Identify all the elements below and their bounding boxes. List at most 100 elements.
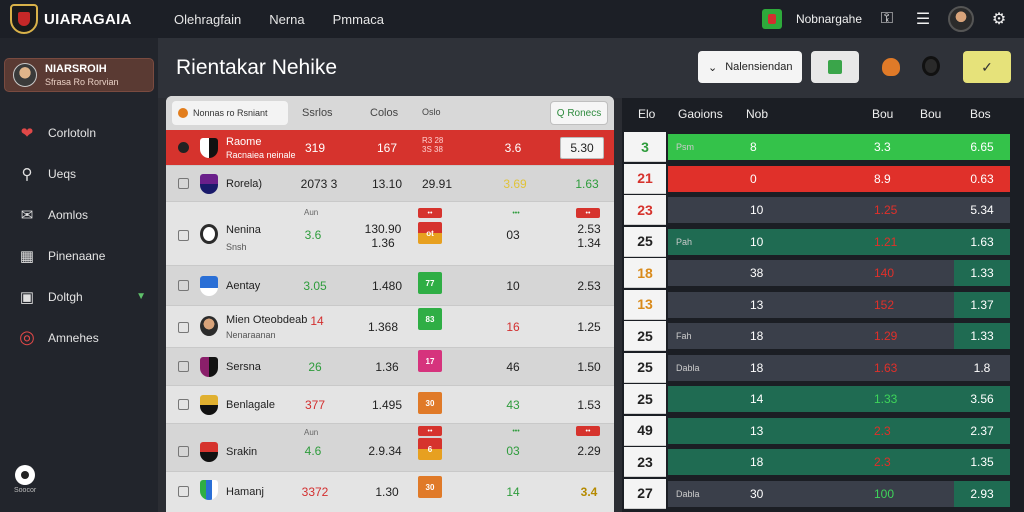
sidebar-item-2[interactable]: ⚲ Ueqs <box>0 153 158 194</box>
row-checkbox[interactable] <box>178 322 189 333</box>
column-header[interactable]: Elo <box>638 107 656 121</box>
sidebar-item-label: Aomlos <box>48 207 89 222</box>
table-row[interactable]: Rorela) 2073 3 13.10 29.91 3.69 1.63 <box>166 166 614 202</box>
filter-button[interactable]: Q Ronecs <box>550 101 608 125</box>
profile-card[interactable]: NIARSROIH Sfrasa Ro Rorvian <box>4 58 154 92</box>
row-radio[interactable] <box>178 142 189 153</box>
header-dropdown[interactable]: ⌄ Nalensiendan <box>698 51 802 83</box>
column-header[interactable]: Nob <box>746 107 769 121</box>
sidebar-item-1[interactable]: ❤ Corlotoln <box>0 112 158 153</box>
rank-number: 13 <box>624 289 666 320</box>
tiger-icon[interactable] <box>882 58 900 76</box>
nav-item-3[interactable]: Pmmaca <box>332 11 384 27</box>
table-row[interactable]: Sersna 26 1.36 17 46 1.50 <box>166 348 614 386</box>
sidebar-item-3[interactable]: ✉ Aomlos <box>0 194 158 235</box>
soccer-ball-button[interactable]: Soocor <box>14 465 36 494</box>
row-checkbox[interactable] <box>178 178 189 189</box>
filter-icon[interactable]: ☰ <box>915 11 931 28</box>
green-action-button[interactable] <box>811 51 859 83</box>
sidebar-item-4[interactable]: ▦ Pinenaane <box>0 235 158 276</box>
cell-value: 1.36 <box>375 360 399 374</box>
avatar[interactable] <box>948 6 974 32</box>
column-header[interactable]: Bou <box>872 107 894 121</box>
team-name: Srakin <box>226 446 258 458</box>
col-value-a: 18 <box>750 455 764 469</box>
odds-chip[interactable]: 77 <box>418 272 442 294</box>
nav-item-2[interactable]: Nerna <box>269 11 305 27</box>
cell-value: 3.6 <box>504 141 522 155</box>
row-checkbox[interactable] <box>178 230 189 241</box>
standings-row[interactable]: 3 Psm 8 3.3 6.65 <box>622 132 1024 162</box>
top-bar: UIARAGAIA Olehragfain Nerna Pmmaca Nobna… <box>0 0 1024 38</box>
header-dropdown-label: Nalensiendan <box>725 61 793 73</box>
yellow-action-button[interactable]: ✓ <box>963 51 1011 83</box>
nav-item-1[interactable]: Olehragfain <box>174 11 242 27</box>
standings-row[interactable]: 13 13 152 1.37 <box>622 289 1024 320</box>
odds-chip[interactable]: 17 <box>418 350 442 372</box>
rank-number: 25 <box>624 352 666 383</box>
row-checkbox[interactable] <box>178 399 189 410</box>
odds-chip[interactable]: 30 <box>418 392 442 414</box>
odds-input[interactable]: 5.30 <box>560 137 604 159</box>
standings-row[interactable]: 25 Pah 10 1.21 1.63 <box>622 226 1024 257</box>
cell-value: 167 <box>376 141 398 155</box>
row-label: Fah <box>676 331 692 341</box>
col-value-c: 3.56 <box>970 392 994 406</box>
standings-row[interactable]: 49 13 2.3 2.37 <box>622 415 1024 446</box>
table-row[interactable]: Nenina Snsh Aun 3.6 130.90 1.36 •• ot ••… <box>166 202 614 266</box>
column-header[interactable]: Bou <box>920 107 942 121</box>
odds-chip[interactable]: 83 <box>418 308 442 330</box>
flag-icon[interactable] <box>761 9 782 29</box>
standings-row[interactable]: 18 38 140 1.33 <box>622 258 1024 288</box>
table-row[interactable]: Mien Oteobdeab Nenaraanan 14 1.368 83 16… <box>166 306 614 348</box>
chevron-down-icon[interactable]: ▼ <box>136 291 146 302</box>
row-checkbox[interactable] <box>178 361 189 372</box>
standings-row[interactable]: 23 18 2.3 1.35 <box>622 447 1024 477</box>
table-row[interactable]: Benlagale 377 1.495 30 43 1.53 <box>166 386 614 424</box>
ring-icon[interactable] <box>922 56 940 76</box>
team-subtitle: Snsh <box>226 242 247 252</box>
cell-value: 3.05 <box>303 279 327 293</box>
team-name: Raome <box>226 136 262 148</box>
odds-chip: ••• <box>512 209 520 217</box>
table-row[interactable]: Raome Racnaiea neinale 319 167 R3 28 3S … <box>166 130 614 166</box>
odds-chip[interactable]: 6 <box>418 438 442 460</box>
user-name[interactable]: Nobnargahe <box>795 12 862 26</box>
row-checkbox[interactable] <box>178 486 189 497</box>
row-checkbox[interactable] <box>178 280 189 291</box>
table-row[interactable]: Srakin Aun 4.6 2.9.34 •• 6 ••• 03 •• 2.2… <box>166 424 614 472</box>
standings-row[interactable]: 23 10 1.25 5.34 <box>622 195 1024 225</box>
page-title: Rientakar Nehike <box>176 56 338 79</box>
column-header[interactable]: Gaoions <box>678 107 723 121</box>
table-row[interactable]: Hamanj 3372 1.30 30 14 3.4 <box>166 472 614 512</box>
key-icon[interactable]: ⚿ <box>880 10 894 27</box>
row-checkbox[interactable] <box>178 446 189 457</box>
sidebar-item-5[interactable]: ▣ Doltgh ▼ <box>0 276 158 317</box>
top-right-controls: Nobnargahe ⚿ ☰ ⚙ <box>761 6 1024 32</box>
folder-icon: ▣ <box>19 288 35 306</box>
column-header[interactable]: Ssrlos <box>302 107 333 119</box>
odds-chip[interactable]: ot <box>418 222 442 244</box>
standings-row[interactable]: 21 0 8.9 0.63 <box>622 163 1024 194</box>
sidebar-item-6[interactable]: ◎ Amnehes <box>0 317 158 358</box>
team-crest-icon <box>200 395 218 415</box>
sort-dropdown[interactable]: Nonnas ro Rsniant <box>172 101 288 125</box>
standings-row[interactable]: 25 14 1.33 3.56 <box>622 384 1024 414</box>
logo[interactable]: UIARAGAIA <box>0 4 158 34</box>
col-value-c: 1.33 <box>954 323 1010 349</box>
standings-row[interactable]: 25 Fah 18 1.29 1.33 <box>622 321 1024 351</box>
soccer-ball-icon <box>15 465 36 485</box>
column-header[interactable]: Oslo <box>422 107 441 117</box>
table-row[interactable]: Aentay 3.05 1.480 77 10 2.53 <box>166 266 614 306</box>
odds-chip[interactable]: 30 <box>418 476 442 498</box>
right-table-header: Elo Gaoions Nob Bou Bou Bos <box>622 98 1024 130</box>
cell-value: 29.91 <box>421 177 453 191</box>
standings-row[interactable]: 25 Dabla 18 1.63 1.8 <box>622 352 1024 383</box>
standings-row[interactable]: 27 Dabla 30 100 2.93 <box>622 478 1024 509</box>
column-header[interactable]: Bos <box>970 107 991 121</box>
settings-icon[interactable]: ⚙ <box>991 11 1007 28</box>
col-value-c: 1.63 <box>970 234 994 249</box>
team-crest-icon <box>200 442 218 462</box>
column-header[interactable]: Colos <box>370 107 399 119</box>
profile-avatar <box>13 63 37 87</box>
